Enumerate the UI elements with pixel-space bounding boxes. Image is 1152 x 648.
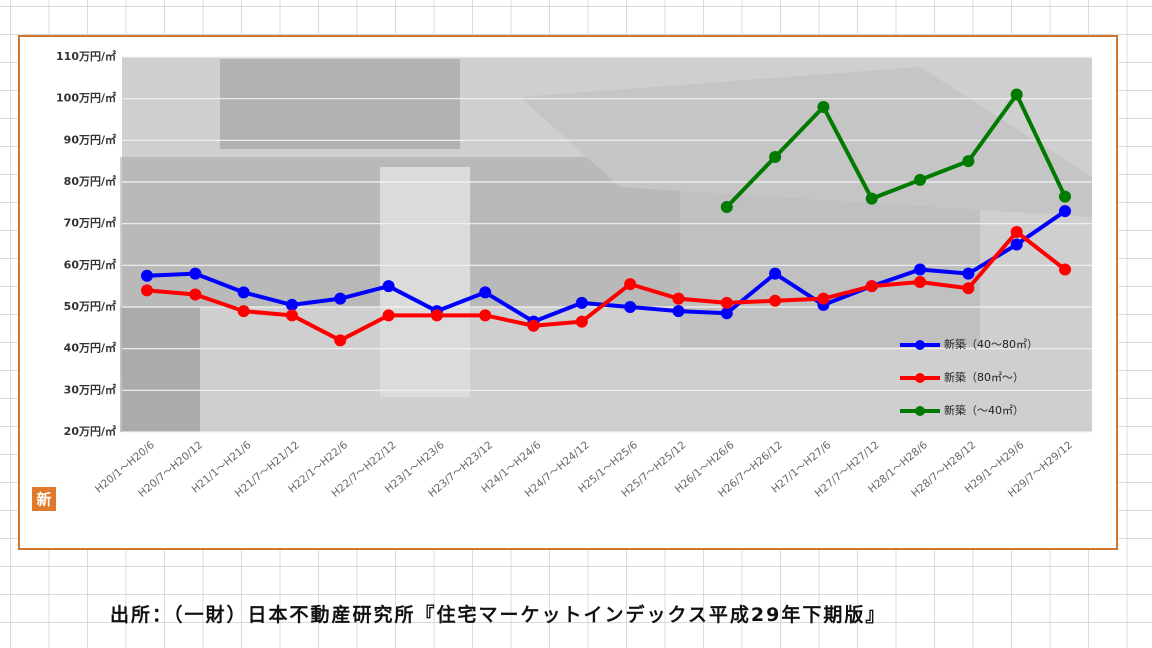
data-point <box>382 280 395 293</box>
series-line <box>725 92 1067 209</box>
data-point <box>189 267 202 280</box>
data-point <box>285 309 298 322</box>
data-point <box>141 269 153 282</box>
data-point <box>479 286 492 299</box>
data-point <box>769 294 782 307</box>
data-point <box>962 267 975 280</box>
data-point <box>285 298 298 311</box>
data-point <box>430 309 443 322</box>
data-point <box>769 151 782 163</box>
y-tick-label: 100万円/㎡ <box>56 91 116 105</box>
data-point <box>962 282 975 295</box>
data-point <box>189 288 202 301</box>
data-point <box>914 263 927 276</box>
data-point <box>141 284 153 297</box>
data-point <box>1010 238 1023 251</box>
legend-label: 新築（～40㎡） <box>944 403 1024 417</box>
data-point <box>624 301 637 313</box>
y-tick-label: 40万円/㎡ <box>64 341 116 355</box>
data-point <box>914 173 927 186</box>
data-point <box>334 292 347 305</box>
data-point <box>720 307 733 320</box>
data-point <box>624 278 637 291</box>
data-point <box>817 292 830 305</box>
chart: 20万円/㎡ 30万円/㎡ 40万円/㎡ 50万円/㎡ 60万円/㎡ 70万円/㎡ 80万円… <box>32 49 1092 511</box>
data-point <box>672 305 685 318</box>
icon-box <box>32 487 56 511</box>
y-tick-label: 30万円/㎡ <box>64 382 116 396</box>
data-point <box>575 315 588 328</box>
y-tick-label: 110万円/㎡ <box>56 49 116 63</box>
data-point <box>237 286 250 299</box>
data-point <box>865 280 878 293</box>
y-tick-label: 70万円/㎡ <box>64 216 116 230</box>
legend-label: 新築（80㎡～） <box>944 370 1024 384</box>
data-point <box>1059 190 1071 203</box>
data-point <box>1010 226 1023 238</box>
data-point <box>1059 205 1071 218</box>
data-point <box>1059 263 1071 276</box>
data-point <box>382 309 395 322</box>
icon-label: 新 <box>36 491 51 509</box>
data-point <box>720 296 733 309</box>
data-point <box>720 201 733 213</box>
y-tick-label: 60万円/㎡ <box>64 257 116 271</box>
data-point <box>575 296 588 309</box>
legend-marker <box>915 340 925 350</box>
y-tick-label: 50万円/㎡ <box>64 299 116 313</box>
y-tick-label: 20万円/㎡ <box>64 424 116 438</box>
data-point <box>237 305 250 318</box>
data-point <box>817 101 830 113</box>
data-point <box>962 155 975 168</box>
data-point <box>769 267 782 280</box>
y-tick-label: 80万円/㎡ <box>64 174 116 188</box>
data-point <box>479 309 492 322</box>
chart-frame: 20万円/㎡ 30万円/㎡ 40万円/㎡ 50万円/㎡ 60万円/㎡ 70万円/㎡ 80万円… <box>18 35 1118 550</box>
legend-marker <box>915 373 925 383</box>
data-point <box>865 192 878 205</box>
data-point <box>672 292 685 305</box>
source-caption: 出所：（一財）日本不動産研究所『住宅マーケットインデックス平成29年下期版』 <box>110 604 887 626</box>
data-point <box>527 319 540 332</box>
data-point <box>334 334 347 347</box>
legend-label: 新築（40～80㎡） <box>944 337 1038 351</box>
y-tick-label: 90万円/㎡ <box>64 132 116 146</box>
data-point <box>1010 88 1023 101</box>
series-line <box>146 230 1067 343</box>
data-point <box>914 276 927 288</box>
legend-marker <box>915 406 925 416</box>
